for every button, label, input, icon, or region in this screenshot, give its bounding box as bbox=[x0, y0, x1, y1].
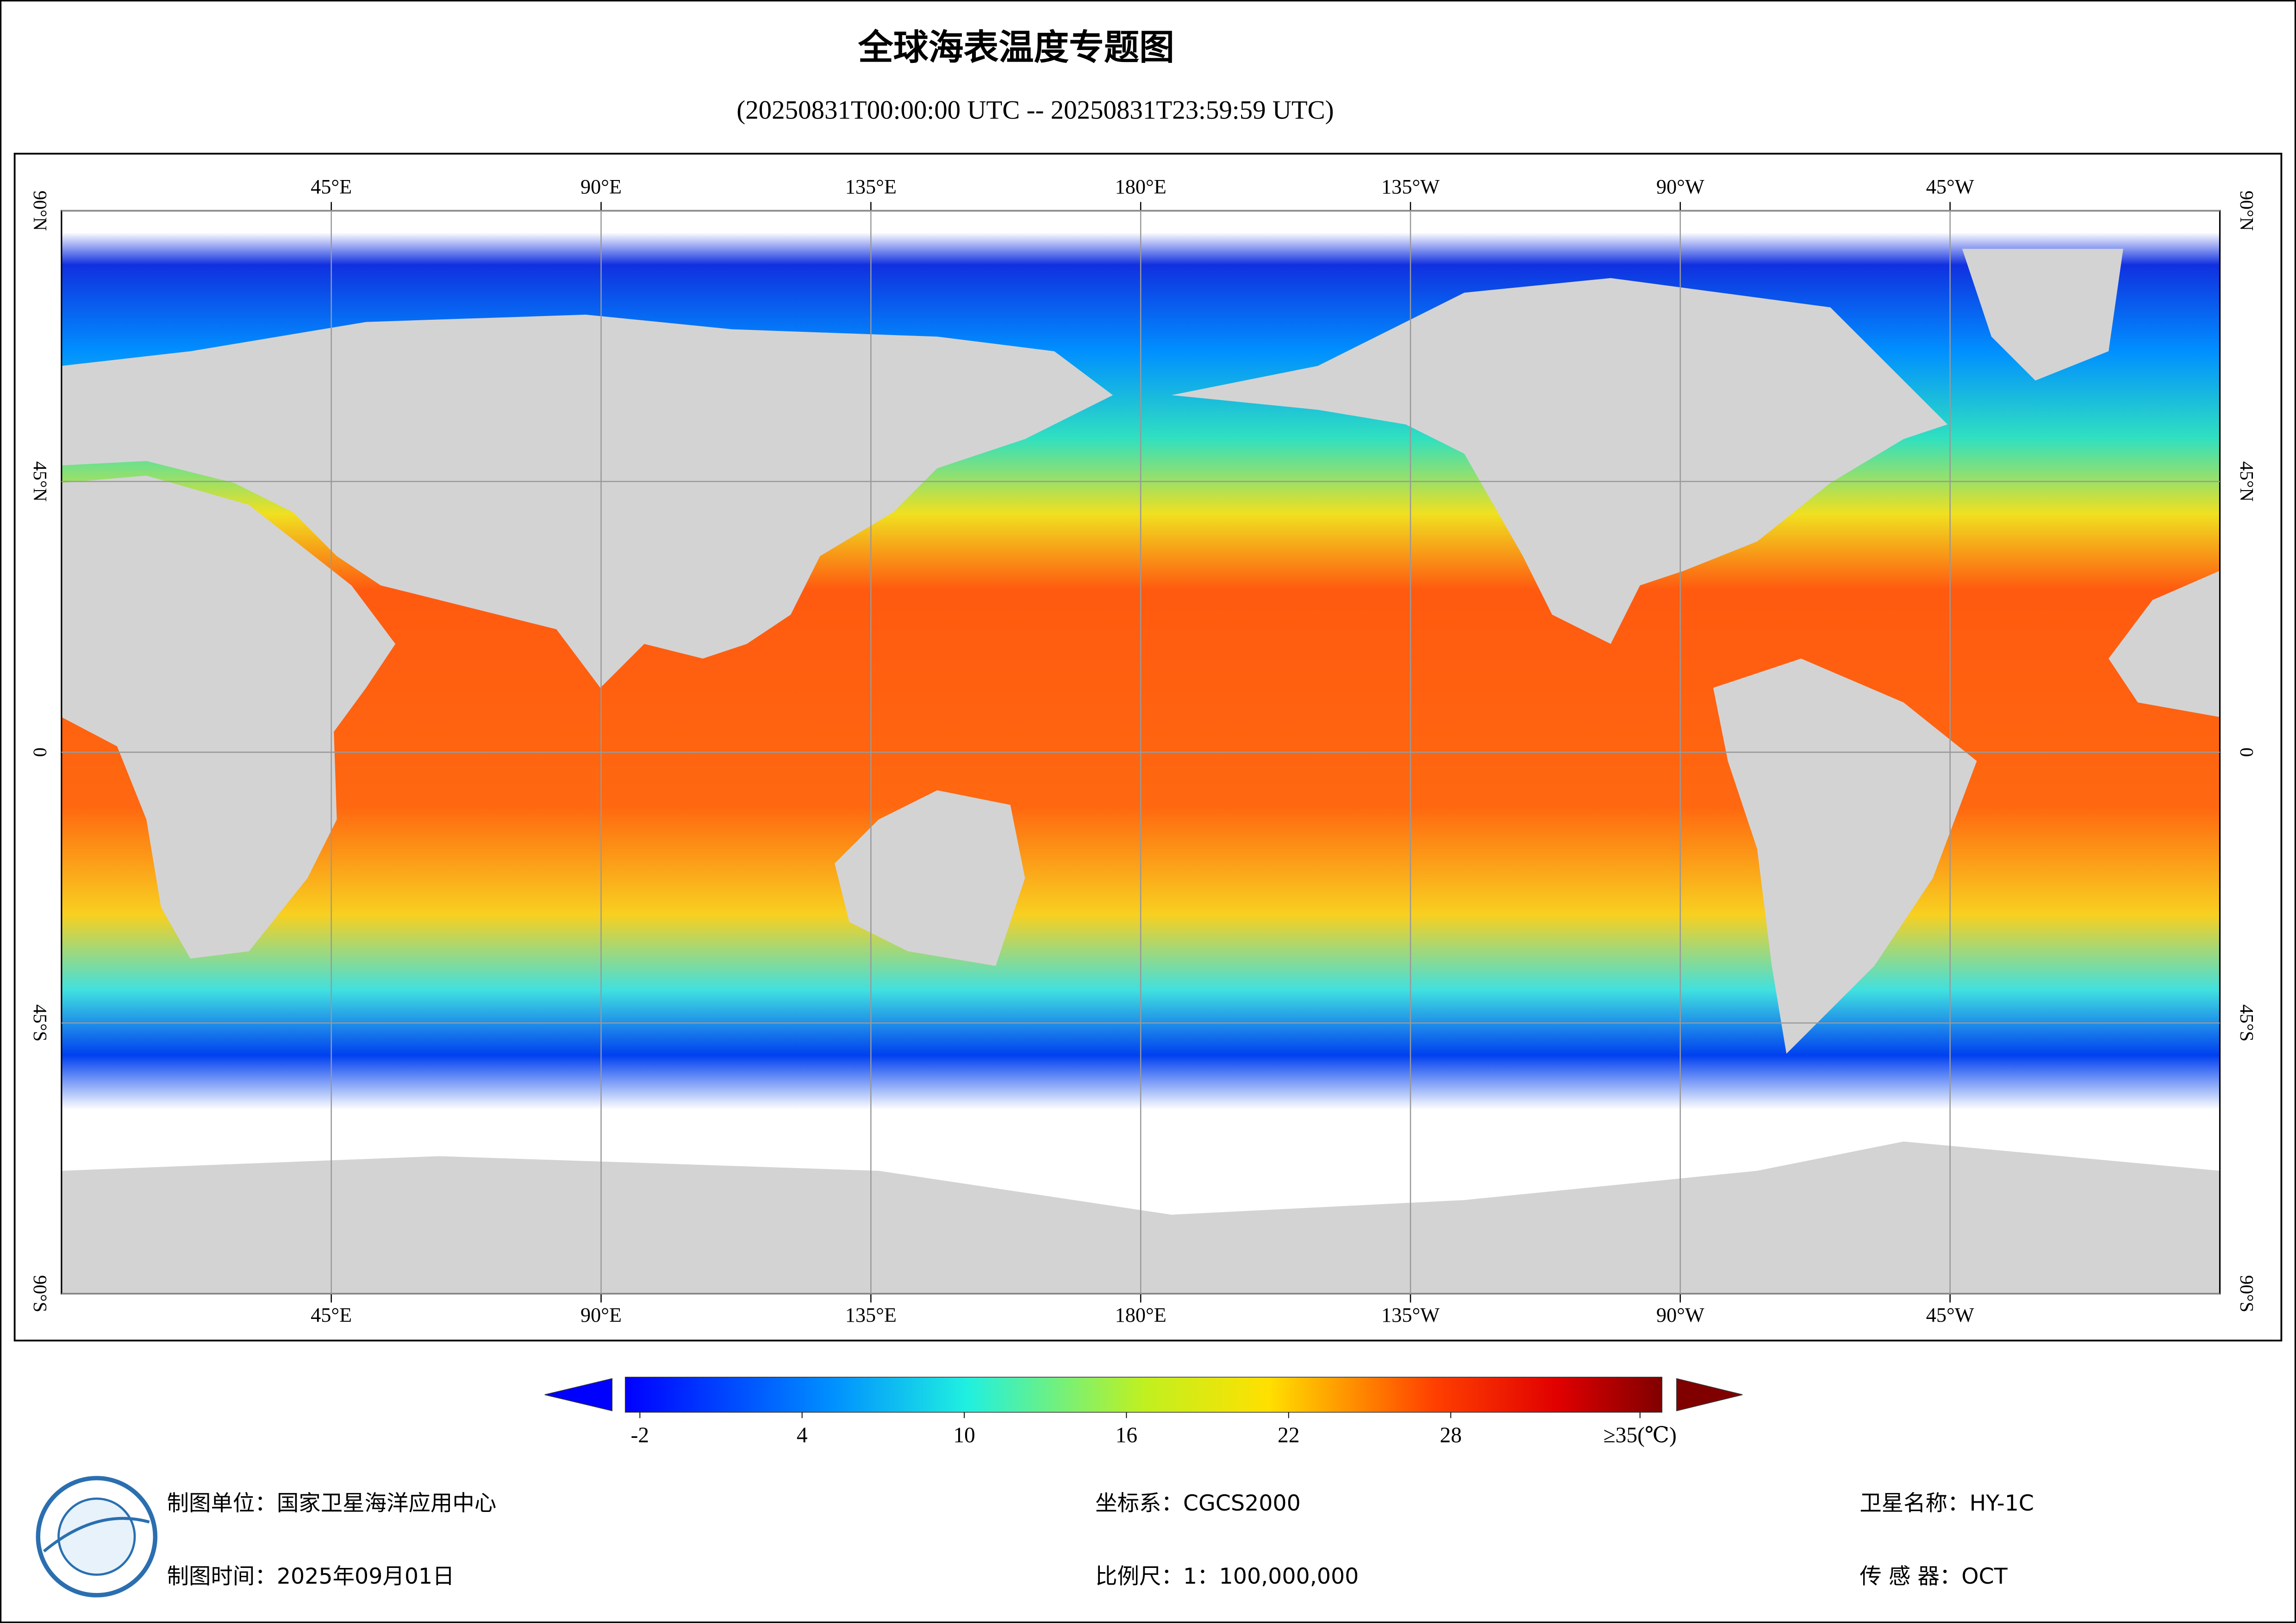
lon-label-top: 180°E bbox=[1115, 175, 1167, 198]
north-america bbox=[1171, 278, 1948, 644]
lon-label-bottom: 45°E bbox=[311, 1304, 352, 1326]
lon-label-bottom: 135°E bbox=[845, 1304, 897, 1326]
colorbar-tick-label: 22 bbox=[1278, 1423, 1299, 1447]
colorbar-tick-label: 28 bbox=[1440, 1423, 1461, 1447]
lat-label-left: 45°N bbox=[30, 461, 51, 502]
lat-label-right: 45°N bbox=[2236, 461, 2258, 502]
logo-globe bbox=[57, 1497, 136, 1576]
lon-label-bottom: 180°E bbox=[1115, 1304, 1167, 1326]
greenland bbox=[1962, 249, 2123, 381]
colorbar-tick-label: 4 bbox=[797, 1423, 808, 1447]
graticule: 45°E 45°E 90°E 90°E 135°E 135°E 180°E 180°E 135°… bbox=[30, 175, 2258, 1326]
colorbar-low-arrow bbox=[544, 1378, 613, 1412]
australia bbox=[835, 790, 1025, 966]
lat-label-right: 90°S bbox=[2236, 1275, 2258, 1312]
eurasia bbox=[61, 314, 1113, 688]
west-africa bbox=[2109, 571, 2220, 717]
colorbar-tick-label: -2 bbox=[631, 1423, 649, 1447]
logo bbox=[36, 1476, 158, 1598]
logo-orbit bbox=[43, 1517, 150, 1553]
lat-label-left: 90°S bbox=[30, 1275, 51, 1312]
lon-label-top: 90°E bbox=[580, 175, 622, 198]
colorbar-high-arrow bbox=[1676, 1378, 1743, 1412]
colorbar-tick-label: 10 bbox=[953, 1423, 975, 1447]
footer-date: 制图时间：2025年09月01日 bbox=[167, 1564, 455, 1589]
lon-label-top: 45°W bbox=[1926, 175, 1974, 198]
footer-scale: 比例尺：1：100,000,000 bbox=[1095, 1564, 1359, 1589]
lat-label-right: 0 bbox=[2236, 747, 2258, 757]
subtitle: (20250831T00:00:00 UTC -- 20250831T23:59… bbox=[736, 96, 1334, 125]
lat-label-left: 45°S bbox=[30, 1004, 51, 1041]
colorbar bbox=[624, 1376, 1663, 1413]
lon-label-top: 135°W bbox=[1381, 175, 1440, 198]
lon-label-top: 45°E bbox=[311, 175, 352, 198]
lon-label-bottom: 90°W bbox=[1656, 1304, 1704, 1326]
footer-satellite: 卫星名称：HY-1C bbox=[1859, 1491, 2034, 1516]
footer-crs: 坐标系：CGCS2000 bbox=[1095, 1491, 1301, 1516]
title: 全球海表温度专题图 bbox=[858, 27, 1174, 68]
lat-label-left: 90°N bbox=[30, 191, 51, 231]
lat-label-right: 45°S bbox=[2236, 1004, 2258, 1041]
africa bbox=[61, 475, 396, 959]
lon-label-bottom: 90°E bbox=[580, 1304, 622, 1326]
lon-label-top: 90°W bbox=[1656, 175, 1704, 198]
lon-label-bottom: 45°W bbox=[1926, 1304, 1974, 1326]
colorbar-tick-label: 16 bbox=[1116, 1423, 1137, 1447]
lat-label-left: 0 bbox=[30, 747, 51, 757]
south-america bbox=[1713, 659, 1977, 1054]
lat-label-right: 90°N bbox=[2236, 191, 2258, 231]
lon-label-bottom: 135°W bbox=[1381, 1304, 1440, 1326]
lon-label-top: 135°E bbox=[845, 175, 897, 198]
map-frame bbox=[13, 153, 2283, 1342]
footer-unit: 制图单位：国家卫星海洋应用中心 bbox=[167, 1491, 497, 1516]
footer-sensor: 传 感 器：OCT bbox=[1859, 1564, 2008, 1589]
colorbar-tick-label: ≥35(℃) bbox=[1603, 1423, 1677, 1447]
